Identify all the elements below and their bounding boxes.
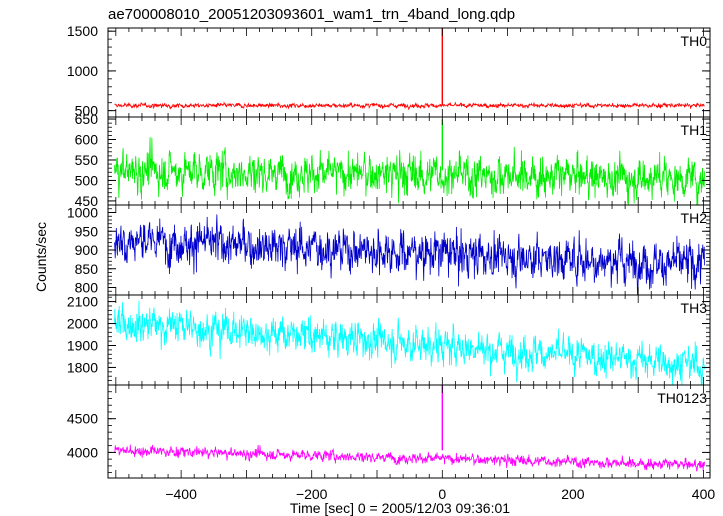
x-axis: −400 −200 0 200 400	[165, 486, 715, 502]
series-line-th0123	[114, 444, 705, 472]
y-tick-label: 1000	[67, 63, 98, 79]
panel-th3: 1800 1900 2000 2100 TH3	[67, 294, 711, 386]
y-tick-label: 2000	[67, 316, 98, 332]
x-tick-label: 400	[692, 486, 716, 502]
x-tick-label: 200	[561, 486, 585, 502]
x-tick-label: −400	[165, 486, 197, 502]
y-tick-label: 600	[75, 132, 99, 148]
panel-label-th2: TH2	[681, 210, 708, 226]
y-tick-label: 1900	[67, 337, 98, 353]
y-tick-label: 650	[75, 111, 99, 127]
panels-group: 500 1000 1500 TH0 450 500 550 600 650 TH1 800 850 90…	[67, 23, 711, 479]
y-tick-label: 4000	[67, 444, 98, 460]
y-tick-label: 4500	[67, 411, 98, 427]
series-line-th1	[114, 137, 705, 205]
y-tick-label: 2100	[67, 294, 98, 310]
y-tick-label: 900	[75, 242, 99, 258]
y-tick-label: 550	[75, 152, 99, 168]
x-tick-label: −200	[296, 486, 328, 502]
y-axis-label: Counts/sec	[33, 222, 49, 292]
series-line-th3	[114, 300, 705, 385]
panel-label-th0123: TH0123	[657, 390, 707, 406]
x-axis-label: Time [sec] 0 = 2005/12/03 09:36:01	[290, 500, 510, 516]
x-tick-label: 0	[438, 486, 446, 502]
panel-label-th1: TH1	[681, 122, 708, 138]
chart-title: ae700008010_20051203093601_wam1_trn_4ban…	[108, 6, 515, 23]
panel-label-th0: TH0	[681, 33, 708, 49]
y-tick-label: 850	[75, 261, 99, 277]
panel-th1: 450 500 550 600 650 TH1	[75, 111, 711, 209]
y-tick-label: 500	[75, 172, 99, 188]
y-tick-label: 1800	[67, 359, 98, 375]
panel-frame	[107, 384, 711, 479]
y-tick-label: 1500	[67, 23, 98, 39]
series-line-th2	[114, 214, 705, 295]
y-tick-label: 500	[75, 103, 99, 119]
y-tick-label: 800	[75, 280, 99, 296]
panel-label-th3: TH3	[681, 300, 708, 316]
y-tick-label: 950	[75, 223, 99, 239]
y-tick-label: 450	[75, 193, 99, 209]
panel-th0: 500 1000 1500 TH0	[67, 23, 711, 119]
y-tick-label: 1000	[67, 205, 98, 221]
panel-th2: 800 850 900 950 1000 TH2	[67, 204, 711, 296]
series-line-th0	[114, 101, 705, 111]
panel-th0123: 4000 4500 TH0123	[67, 384, 711, 479]
